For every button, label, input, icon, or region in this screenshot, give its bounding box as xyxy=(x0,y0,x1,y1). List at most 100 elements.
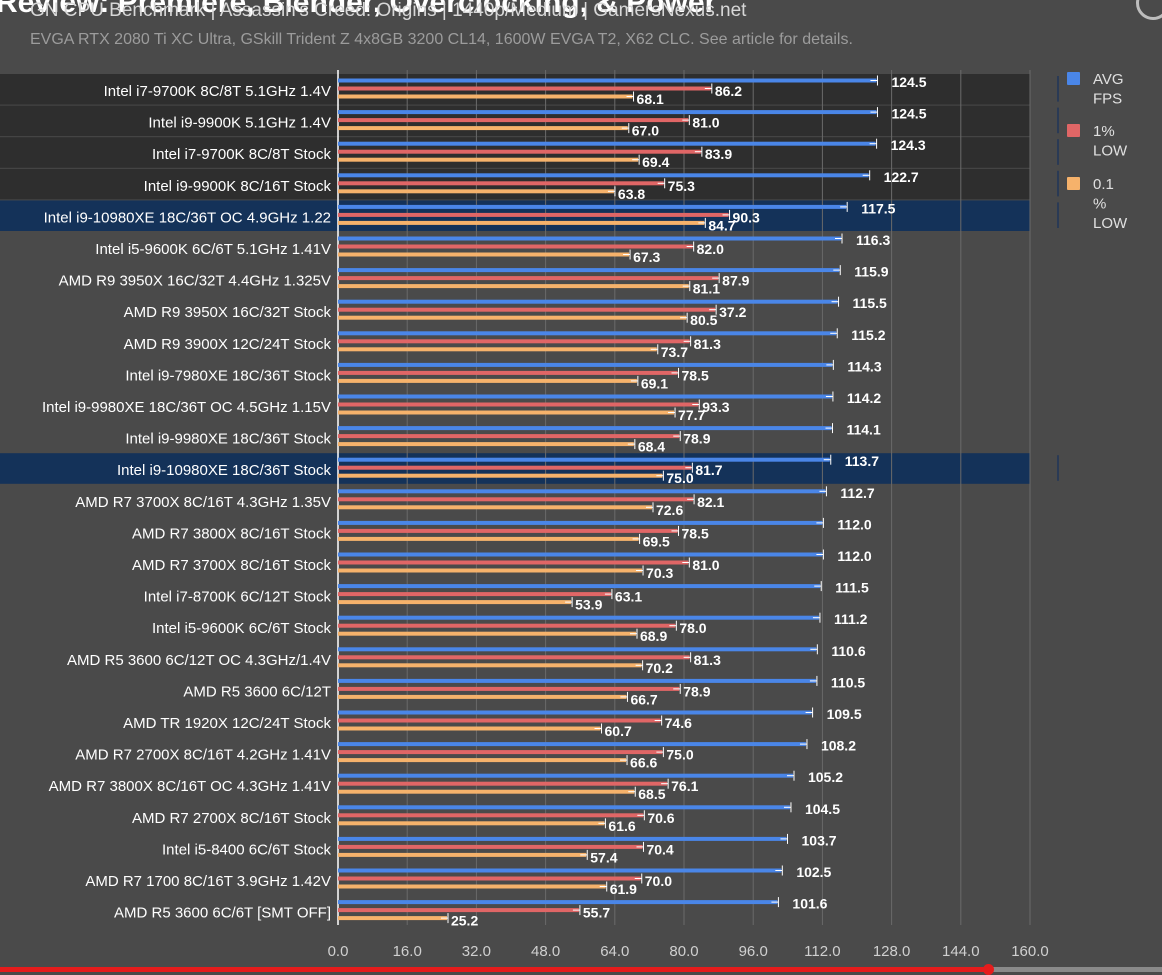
x-tick-label: 0.0 xyxy=(328,943,349,960)
bar-0-27 xyxy=(338,900,778,905)
data-label-1pct: 37.2 xyxy=(719,304,746,320)
category-label: AMD R9 3950X 16C/32T 4.4GHz 1.325V xyxy=(59,273,331,290)
data-label-1pct: 63.1 xyxy=(615,589,642,605)
x-tick-label: 64.0 xyxy=(600,943,629,960)
x-tick-label: 112.0 xyxy=(804,943,840,960)
category-label: AMD R5 3600 6C/12T OC 4.3GHz/1.4V xyxy=(67,652,331,669)
bar-1-1 xyxy=(338,86,711,91)
more-options-button[interactable] xyxy=(1136,0,1162,20)
data-label-avg: 109.5 xyxy=(827,706,862,722)
bar-0-9 xyxy=(338,331,837,336)
bar-2-20 xyxy=(338,694,627,699)
category-label: Intel i9-10980XE 18C/36T OC 4.9GHz 1.22 xyxy=(44,209,331,226)
bar-1-12 xyxy=(338,434,680,439)
bar-1-27 xyxy=(338,908,579,913)
data-label-1pct: 75.3 xyxy=(668,178,695,194)
bar-2-16 xyxy=(338,568,643,573)
legend-label: 1% xyxy=(1093,123,1115,140)
bar-2-11 xyxy=(338,410,675,415)
data-label-1pct: 82.1 xyxy=(697,494,724,510)
legend-swatch-0 xyxy=(1067,72,1080,85)
bar-2-14 xyxy=(338,505,652,510)
category-label: Intel i7-9700K 8C/8T 5.1GHz 1.4V xyxy=(104,83,331,100)
bar-2-27 xyxy=(338,916,447,921)
data-label-1pct: 70.4 xyxy=(646,841,673,857)
data-label-avg: 103.7 xyxy=(802,832,837,848)
bar-0-12 xyxy=(338,426,832,431)
bar-0-24 xyxy=(338,805,790,810)
data-label-1pct: 93.3 xyxy=(702,399,729,415)
bar-1-8 xyxy=(338,307,716,312)
data-label-01pct: 81.1 xyxy=(693,281,720,297)
legend-label: % xyxy=(1093,196,1106,213)
chart-title: GN CPU Benchmark | Assassin's Creed: Ori… xyxy=(30,0,747,21)
data-label-1pct: 86.2 xyxy=(715,83,742,99)
bar-0-11 xyxy=(338,394,832,399)
data-label-01pct: 57.4 xyxy=(590,849,617,865)
data-label-1pct: 78.0 xyxy=(679,620,706,636)
data-label-01pct: 70.3 xyxy=(646,565,673,581)
data-label-avg: 101.6 xyxy=(792,896,827,912)
bar-1-15 xyxy=(338,528,678,533)
bar-2-1 xyxy=(338,94,633,99)
bar-1-6 xyxy=(338,244,693,249)
data-label-01pct: 68.9 xyxy=(640,628,667,644)
data-label-avg: 114.1 xyxy=(846,422,880,438)
bar-2-4 xyxy=(338,189,614,194)
bar-1-16 xyxy=(338,560,689,565)
data-label-1pct: 81.3 xyxy=(694,336,721,352)
data-label-01pct: 80.5 xyxy=(690,312,717,328)
data-label-avg: 124.5 xyxy=(891,106,926,122)
bar-2-21 xyxy=(338,726,601,731)
bar-0-2 xyxy=(338,110,877,115)
x-tick-label: 80.0 xyxy=(669,943,698,960)
x-tick-label: 96.0 xyxy=(739,943,768,960)
bar-0-17 xyxy=(338,584,821,589)
data-label-01pct: 73.7 xyxy=(661,344,688,360)
bar-2-10 xyxy=(338,378,637,383)
chart-subtitle: EVGA RTX 2080 Ti XC Ultra, GSkill Triden… xyxy=(30,31,853,48)
bar-0-3 xyxy=(338,141,876,146)
category-label: AMD R5 3600 6C/12T xyxy=(183,683,331,700)
bar-2-18 xyxy=(338,631,636,636)
data-label-01pct: 68.4 xyxy=(638,439,665,455)
data-label-avg: 114.2 xyxy=(847,390,881,406)
bar-1-5 xyxy=(338,212,729,217)
x-tick-label: 144.0 xyxy=(942,943,980,960)
bar-0-6 xyxy=(338,236,841,241)
data-label-01pct: 63.8 xyxy=(618,186,645,202)
bar-1-2 xyxy=(338,118,689,123)
data-label-1pct: 87.9 xyxy=(722,273,749,289)
data-label-avg: 117.5 xyxy=(861,200,895,216)
bar-0-5 xyxy=(338,204,847,209)
data-label-1pct: 78.5 xyxy=(682,525,709,541)
x-tick-label: 32.0 xyxy=(462,943,491,960)
data-label-1pct: 81.7 xyxy=(695,462,722,478)
data-label-avg: 124.3 xyxy=(891,137,926,153)
legend-label: LOW xyxy=(1093,143,1128,160)
bar-1-20 xyxy=(338,686,680,691)
bar-0-15 xyxy=(338,520,823,525)
bar-0-16 xyxy=(338,552,823,557)
data-label-01pct: 61.6 xyxy=(608,818,635,834)
data-label-1pct: 83.9 xyxy=(705,146,732,162)
category-label: AMD TR 1920X 12C/24T Stock xyxy=(123,715,331,732)
video-progress-thumb[interactable] xyxy=(982,964,994,975)
data-label-avg: 111.2 xyxy=(834,611,868,627)
bar-2-22 xyxy=(338,758,627,763)
bar-2-7 xyxy=(338,284,689,289)
bar-0-8 xyxy=(338,299,838,304)
data-label-01pct: 68.1 xyxy=(637,91,664,107)
bar-0-20 xyxy=(338,678,816,683)
bar-1-13 xyxy=(338,465,692,470)
category-label: Intel i5-8400 6C/6T Stock xyxy=(162,841,331,858)
bar-0-7 xyxy=(338,268,840,273)
data-label-avg: 113.7 xyxy=(845,453,879,469)
video-progress-bar[interactable] xyxy=(0,964,1162,975)
category-label: Intel i9-10980XE 18C/36T Stock xyxy=(117,462,332,479)
bar-0-21 xyxy=(338,710,812,715)
category-label: Intel i7-9700K 8C/8T Stock xyxy=(152,146,331,163)
bar-1-25 xyxy=(338,844,643,849)
bar-1-21 xyxy=(338,718,661,723)
